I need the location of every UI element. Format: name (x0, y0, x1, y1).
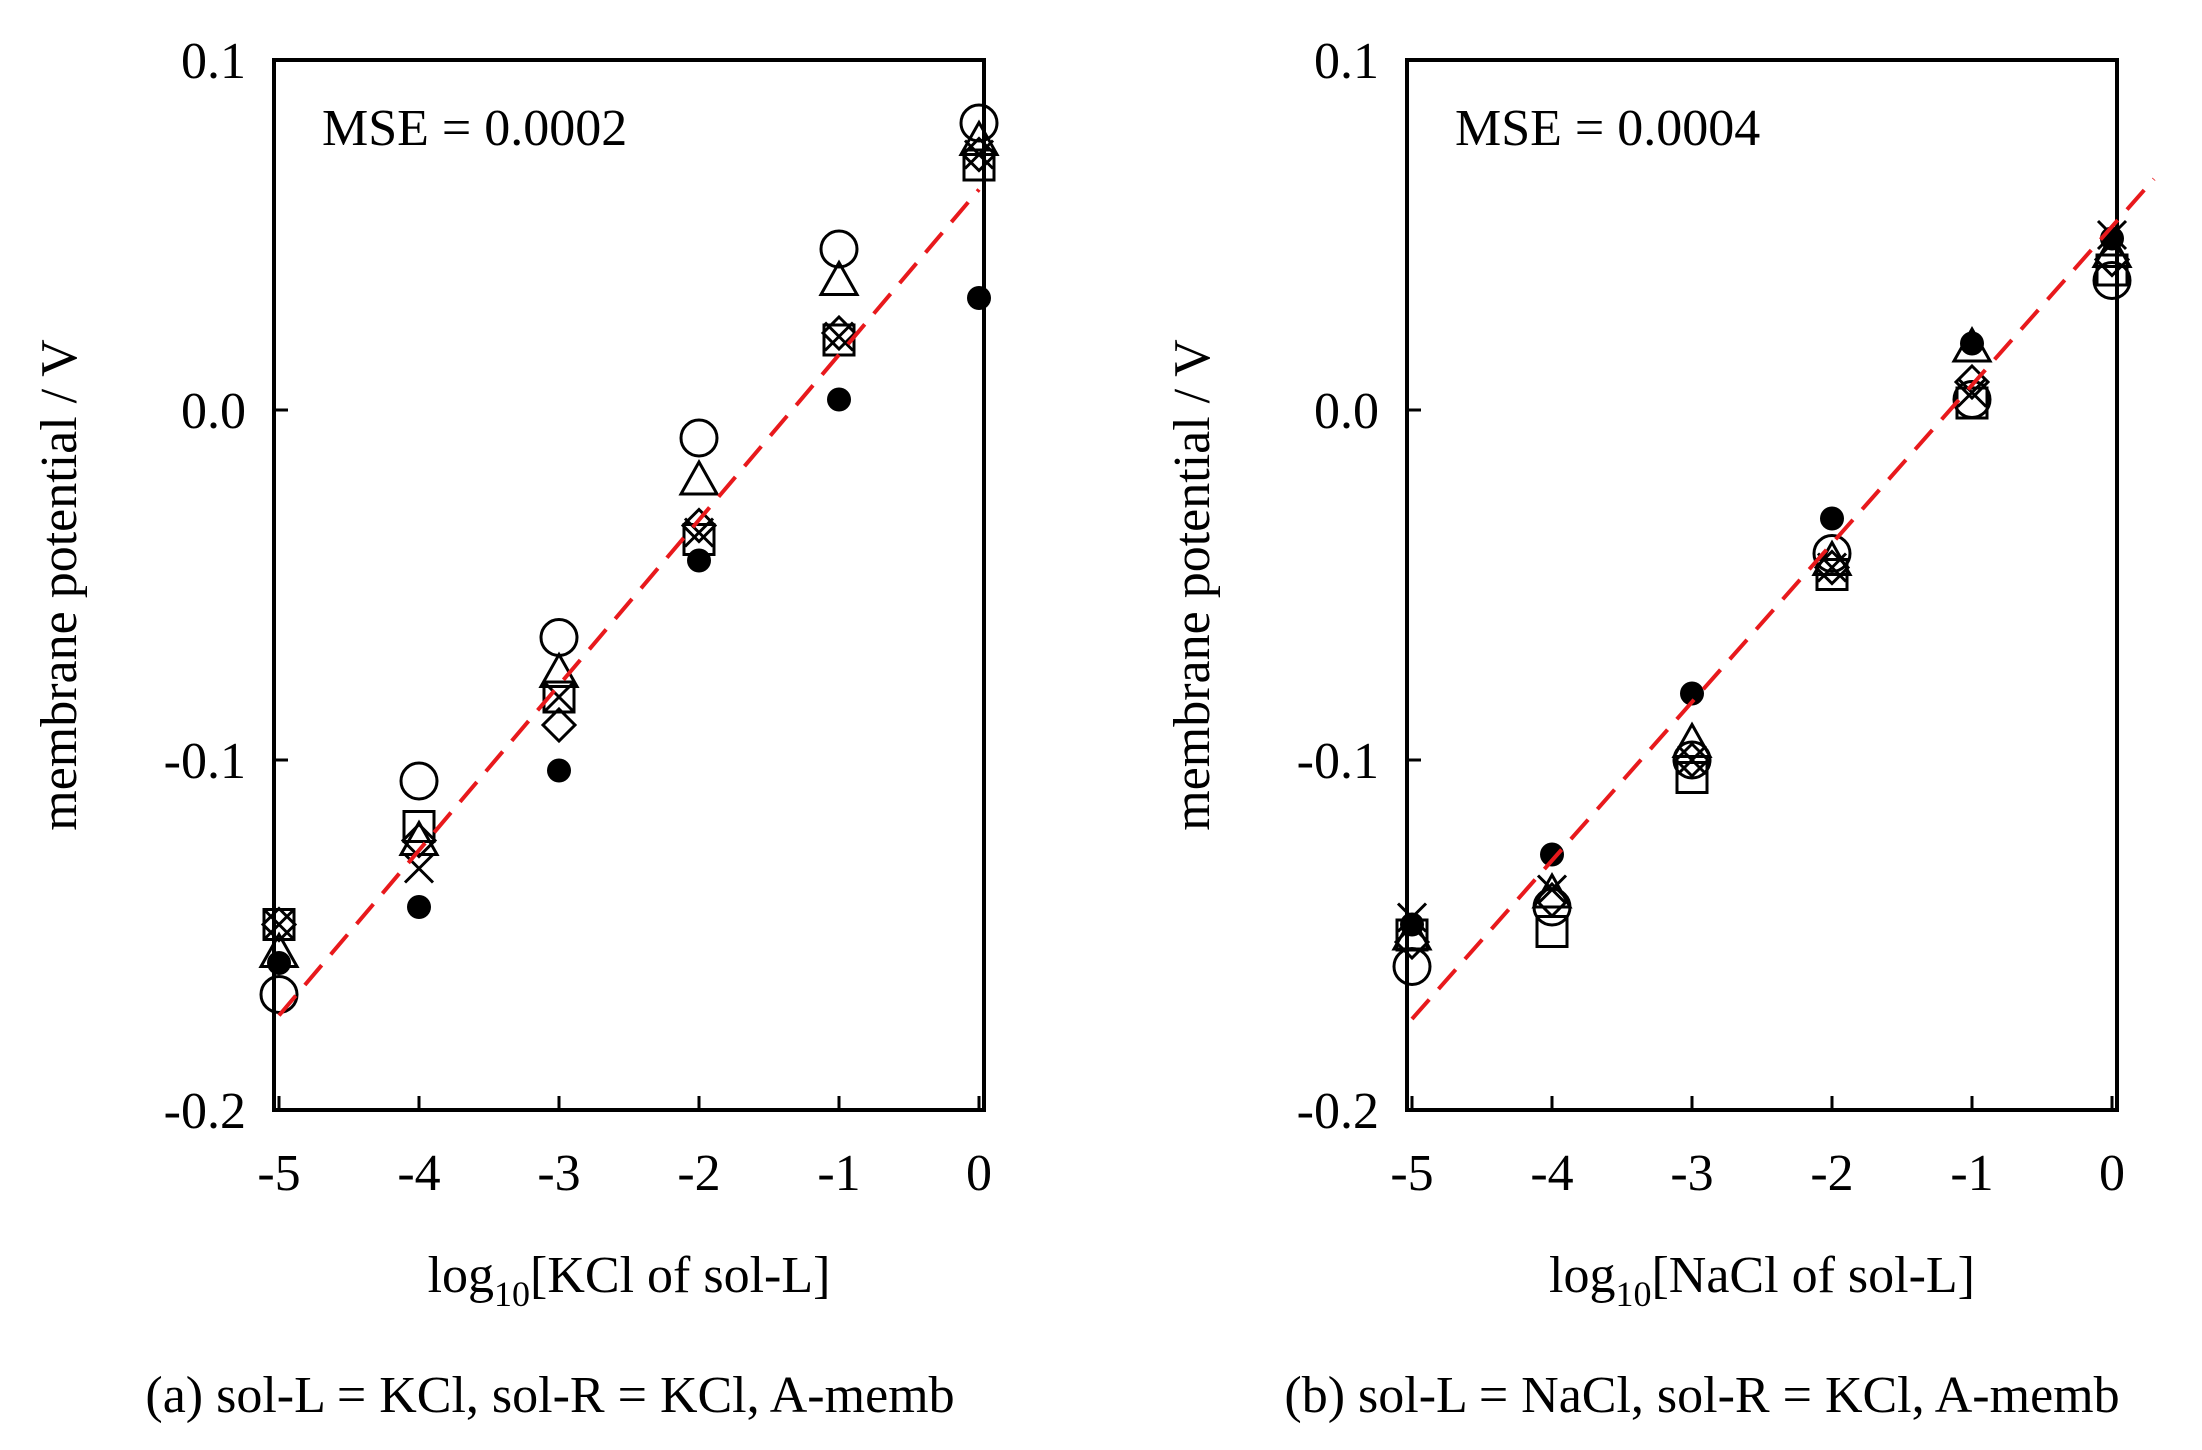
marker-cross (823, 321, 855, 352)
fit-line (277, 188, 981, 1017)
panel-a: -0.2-0.10.00.1 -5 -4 -3 -2 -1 0 MSE = 0.0002 … (31, 33, 1000, 1424)
x-tick-label: -3 (537, 1145, 580, 1202)
x-tick-label: -1 (817, 1145, 860, 1202)
marker-diamond (1393, 923, 1431, 961)
y-ticks: -0.2 -0.1 0.0 0.1 (164, 33, 288, 1140)
x-tick-label: -4 (397, 1145, 440, 1202)
marker-filled-circle (1680, 681, 1704, 706)
y-tick-label: -0.2 (1297, 1083, 1379, 1140)
marker-square (542, 680, 576, 714)
x-ticks: -5 -4 -3 -2 -1 0 (257, 1096, 992, 1202)
marker-filled-circle (827, 387, 851, 412)
y-tick-label: 0.0 (1314, 383, 1379, 440)
x-axis-title-subscript: 10 (1615, 1274, 1651, 1314)
marker-filled-circle (267, 951, 291, 975)
x-tick-label: 0 (2099, 1145, 2125, 1202)
x-tick-label: -3 (1670, 1145, 1713, 1202)
marker-filled-circle (547, 758, 571, 783)
marker-cross (543, 681, 575, 713)
x-tick-label: 0 (966, 1145, 992, 1202)
marker-open-circle (1812, 534, 1852, 573)
marker-cross (1676, 744, 1708, 776)
y-tick-label: -0.1 (1297, 733, 1379, 790)
marker-cross (1816, 552, 1848, 583)
marker-triangle (1671, 721, 1713, 758)
data-markers (1391, 219, 2133, 986)
y-axis-title: membrane potential / V (1164, 339, 1221, 830)
x-axis-title-prefix: log (428, 1247, 494, 1304)
panel-caption: (b) sol-L = NaCl, sol-R = KCl, A-memb (1284, 1367, 2119, 1424)
x-axis-title: log10[NaCl of sol-L] (1549, 1247, 1975, 1314)
x-tick-label: -2 (1810, 1145, 1853, 1202)
marker-open-circle (679, 418, 719, 458)
x-ticks: -5 -4 -3 -2 -1 0 (1390, 1096, 2125, 1202)
marker-square (962, 148, 996, 182)
marker-diamond (1533, 881, 1571, 919)
x-tick-label: -2 (677, 1145, 720, 1202)
plot-frame (1405, 58, 2119, 1112)
mse-annotation: MSE = 0.0002 (322, 100, 627, 157)
marker-triangle (538, 651, 580, 688)
y-tick-label: 0.0 (181, 383, 246, 440)
y-tick-label: -0.1 (164, 733, 246, 790)
x-axis-title-suffix: [KCl of sol-L] (530, 1247, 830, 1304)
x-axis-title-subscript: 10 (494, 1274, 530, 1314)
marker-cross (263, 909, 295, 940)
fit-line (1410, 177, 2156, 1021)
marker-cross (683, 517, 715, 548)
marker-open-circle (959, 103, 999, 143)
x-tick-label: -5 (1390, 1145, 1433, 1202)
marker-filled-circle (1960, 331, 1984, 356)
marker-filled-circle (1400, 912, 1424, 937)
marker-diamond (2093, 241, 2131, 278)
plot-frame (272, 58, 986, 1112)
marker-cross (963, 139, 995, 170)
data-markers (258, 103, 1000, 1014)
x-tick-label: -1 (1950, 1145, 1993, 1202)
x-axis-title-suffix: [NaCl of sol-L] (1651, 1247, 1974, 1304)
marker-square (402, 810, 436, 843)
marker-open-circle (2092, 261, 2132, 300)
marker-open-circle (819, 229, 859, 269)
marker-triangle (818, 259, 860, 296)
x-tick-label: -5 (257, 1145, 300, 1202)
y-ticks: -0.2 -0.1 0.0 0.1 (1297, 33, 1421, 1140)
marker-diamond (400, 822, 438, 859)
marker-diamond (1953, 363, 1991, 401)
marker-square (2095, 253, 2129, 287)
x-axis-title-prefix: log (1549, 1247, 1615, 1304)
marker-filled-circle (967, 286, 991, 310)
marker-cross (1536, 874, 1568, 905)
marker-square (1675, 761, 1709, 794)
marker-diamond (1813, 549, 1851, 586)
panel-b: -0.2-0.10.00.1 -5 -4 -3 -2 -1 0 MSE = 0.0004 … (1164, 33, 2156, 1424)
marker-filled-circle (407, 895, 431, 919)
y-tick-label: 0.1 (1314, 33, 1379, 90)
x-axis-title: log10[KCl of sol-L] (428, 1247, 831, 1314)
marker-filled-circle (687, 548, 711, 573)
marker-diamond (1673, 741, 1711, 779)
y-tick-label: 0.1 (181, 33, 246, 90)
x-tick-label: -4 (1530, 1145, 1573, 1202)
marker-diamond (540, 706, 578, 744)
panel-caption: (a) sol-L = KCl, sol-R = KCl, A-memb (145, 1367, 954, 1424)
marker-diamond (960, 136, 998, 173)
marker-square (1815, 558, 1849, 591)
y-tick-label: -0.2 (164, 1083, 246, 1140)
marker-open-circle (399, 761, 439, 801)
mse-annotation: MSE = 0.0004 (1455, 100, 1760, 157)
marker-cross (1956, 377, 1988, 408)
y-axis-title: membrane potential / V (31, 339, 88, 830)
marker-diamond (260, 906, 298, 943)
marker-filled-circle (1820, 506, 1844, 531)
marker-filled-circle (1540, 842, 1564, 867)
marker-triangle (678, 458, 720, 496)
